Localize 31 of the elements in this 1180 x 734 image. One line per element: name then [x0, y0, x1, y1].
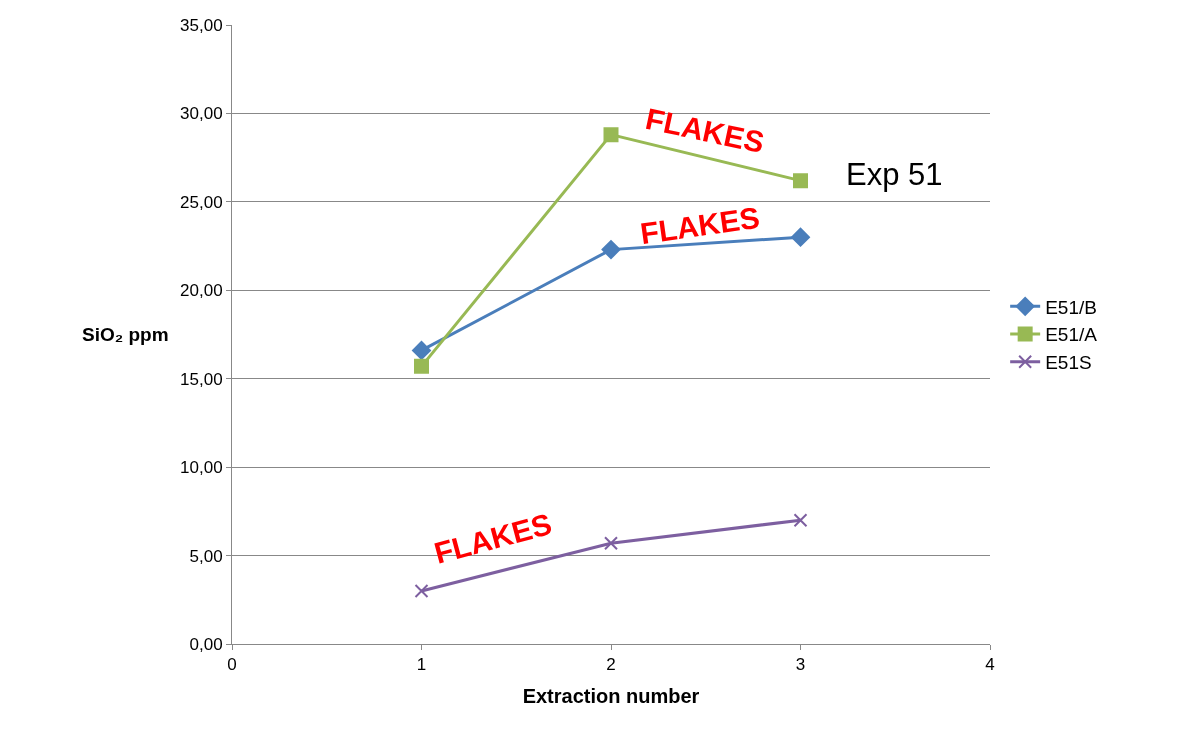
point: [414, 358, 429, 374]
y-tick-label: 35,00: [180, 15, 223, 35]
y-tick-label: 0,00: [189, 634, 223, 654]
y-tick-label: 10,00: [180, 458, 223, 478]
point: [414, 583, 429, 598]
point: [604, 536, 618, 551]
y-tick-label: 20,00: [180, 281, 223, 301]
y-tick-label: 30,00: [180, 104, 223, 124]
y-tick-label: 25,00: [180, 192, 223, 212]
annotation: FLAKES: [430, 506, 556, 570]
point: [601, 240, 621, 260]
x-tick-label: 0: [227, 655, 237, 675]
point: [412, 340, 431, 360]
annotation: FLAKES: [642, 101, 768, 160]
point: [603, 127, 619, 143]
legend-label: E51S: [1045, 352, 1092, 374]
x-tick-label: 4: [985, 655, 995, 675]
annotation: Exp 51: [846, 157, 943, 192]
point: [791, 227, 810, 247]
point: [793, 513, 808, 528]
legend-label: E51/B: [1045, 296, 1097, 318]
legend-label: E51/A: [1045, 324, 1098, 346]
annotation: FLAKES: [638, 200, 762, 251]
x-tick-label: 1: [416, 655, 427, 675]
y-axis-title: SiO₂ ppm: [82, 324, 169, 345]
x-axis-title: Extraction number: [522, 684, 700, 707]
y-tick-label: 15,00: [180, 369, 223, 389]
point: [793, 173, 808, 189]
y-tick-label: 5,00: [189, 546, 223, 566]
x-tick-label: 2: [606, 655, 616, 675]
x-tick-label: 3: [795, 655, 806, 675]
